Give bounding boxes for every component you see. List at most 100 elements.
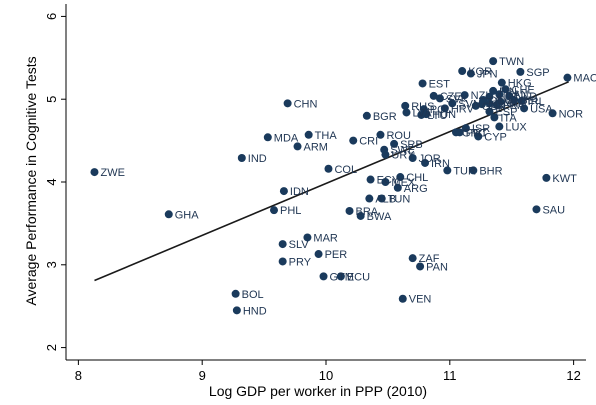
data-point-bwa xyxy=(356,211,365,220)
data-point-jpn xyxy=(466,69,475,78)
data-label-bwa: BWA xyxy=(367,211,392,223)
data-label-usa: USA xyxy=(530,103,553,115)
data-label-srb: SRB xyxy=(400,139,423,151)
data-label-svn: SVN xyxy=(458,98,481,110)
data-point-isr xyxy=(461,124,470,133)
data-point-bel xyxy=(510,96,519,105)
data-label-can: CAN xyxy=(505,89,528,101)
data-label-hnd: HND xyxy=(243,305,267,317)
data-label-zaf: ZAF xyxy=(419,253,440,265)
data-point-svn xyxy=(448,99,457,108)
data-label-rou: ROU xyxy=(386,130,411,142)
axes: 8 9 10 11 12 2 3 4 5 6 xyxy=(44,4,586,383)
data-label-tur: TUR xyxy=(453,165,476,177)
x-tick-label: 8 xyxy=(75,368,82,383)
data-label-swe: SWE xyxy=(390,145,415,157)
data-point-bgr xyxy=(362,111,371,120)
data-label-dnk: DNK xyxy=(495,98,519,110)
data-label-cri: CRI xyxy=(359,136,378,148)
data-point-nor xyxy=(548,109,557,118)
data-point-sau xyxy=(532,205,541,214)
data-label-phl: PHL xyxy=(280,205,301,217)
data-point-tun xyxy=(377,194,386,203)
data-label-fra: FRA xyxy=(503,100,526,112)
data-point-mar xyxy=(303,233,312,242)
data-label-gbr: GBR xyxy=(482,101,506,113)
data-point-fin xyxy=(489,86,498,95)
data-point-swe xyxy=(380,145,389,154)
data-point-twn xyxy=(489,57,498,66)
data-point-mac xyxy=(563,73,572,82)
data-point-gbr xyxy=(471,101,480,110)
data-label-col: COL xyxy=(334,164,357,176)
data-point-rus xyxy=(401,101,410,110)
data-label-cze: CZE xyxy=(440,91,462,103)
data-point-hun xyxy=(422,110,431,119)
data-label-rus: RUS xyxy=(411,101,434,113)
data-label-ltu: LTU xyxy=(427,110,447,122)
data-label-arm: ARM xyxy=(304,141,328,153)
data-label-pry: PRY xyxy=(289,256,312,268)
data-point-idn xyxy=(279,187,288,196)
data-point-mda xyxy=(263,133,272,142)
data-label-svk: SVK xyxy=(446,93,469,105)
y-tick-label: 3 xyxy=(44,261,59,268)
data-point-tur xyxy=(443,166,452,175)
data-label-gha: GHA xyxy=(175,209,200,221)
data-label-ven: VEN xyxy=(409,294,432,306)
y-tick-label: 2 xyxy=(44,344,59,351)
data-label-est: EST xyxy=(429,78,451,90)
data-label-mar: MAR xyxy=(313,232,338,244)
data-label-grc: GRC xyxy=(462,127,487,139)
data-label-cyp: CYP xyxy=(484,131,507,143)
data-point-svk xyxy=(435,94,444,103)
data-point-ecy xyxy=(366,175,375,184)
data-point-kwt xyxy=(542,173,551,182)
data-point-cze xyxy=(429,91,438,100)
data-label-nzl: NZL xyxy=(471,90,492,102)
data-label-irl: IRL xyxy=(528,96,545,108)
y-axis-title: Average Performance in Cognitive Tests xyxy=(23,56,39,305)
data-label-ind: IND xyxy=(248,153,267,165)
data-point-ven xyxy=(398,294,407,303)
data-point-irn xyxy=(421,158,430,167)
data-label-jpn: JPN xyxy=(477,69,498,81)
data-label-idn: IDN xyxy=(290,186,309,198)
data-point-ecu xyxy=(336,272,345,281)
data-point-zaf xyxy=(408,254,417,263)
data-point-irl xyxy=(517,96,526,105)
data-point-pan xyxy=(416,262,425,271)
data-point-phl xyxy=(270,206,278,215)
data-point-mex xyxy=(381,178,390,186)
data-label-mex: MEX xyxy=(391,177,416,189)
data-point-chn xyxy=(283,99,292,108)
data-point-bra xyxy=(345,206,354,215)
data-label-ecu: ECU xyxy=(347,271,370,283)
x-tick-label: 9 xyxy=(199,368,206,383)
data-point-arm xyxy=(293,142,302,151)
data-point-usa xyxy=(520,104,529,113)
data-label-bel: BEL xyxy=(520,95,541,107)
data-label-slv: SLV xyxy=(289,239,310,251)
data-label-pan: PAN xyxy=(426,261,448,273)
data-label-hrv: HRV xyxy=(451,103,475,115)
data-label-nor: NOR xyxy=(559,108,584,120)
data-point-jor xyxy=(408,153,417,162)
data-label-ecy: ECY xyxy=(377,175,400,187)
data-label-ita: ITA xyxy=(500,112,517,124)
data-point-rou xyxy=(376,130,385,139)
data-label-pol: POL xyxy=(430,104,452,116)
data-label-deu: DEU xyxy=(489,95,512,107)
data-point-tha xyxy=(304,130,313,139)
data-point-aus xyxy=(485,92,494,101)
y-tick-label: 4 xyxy=(44,178,59,185)
data-label-kor: KOR xyxy=(468,66,492,78)
data-point-gha xyxy=(164,210,173,219)
data-label-aus: AUS xyxy=(495,92,518,104)
data-label-tun: TUN xyxy=(388,194,411,206)
data-label-che: CHE xyxy=(512,84,535,96)
data-label-bgr: BGR xyxy=(373,111,397,123)
data-label-chl: CHL xyxy=(406,172,428,184)
data-label-lva: LVA xyxy=(412,107,432,119)
